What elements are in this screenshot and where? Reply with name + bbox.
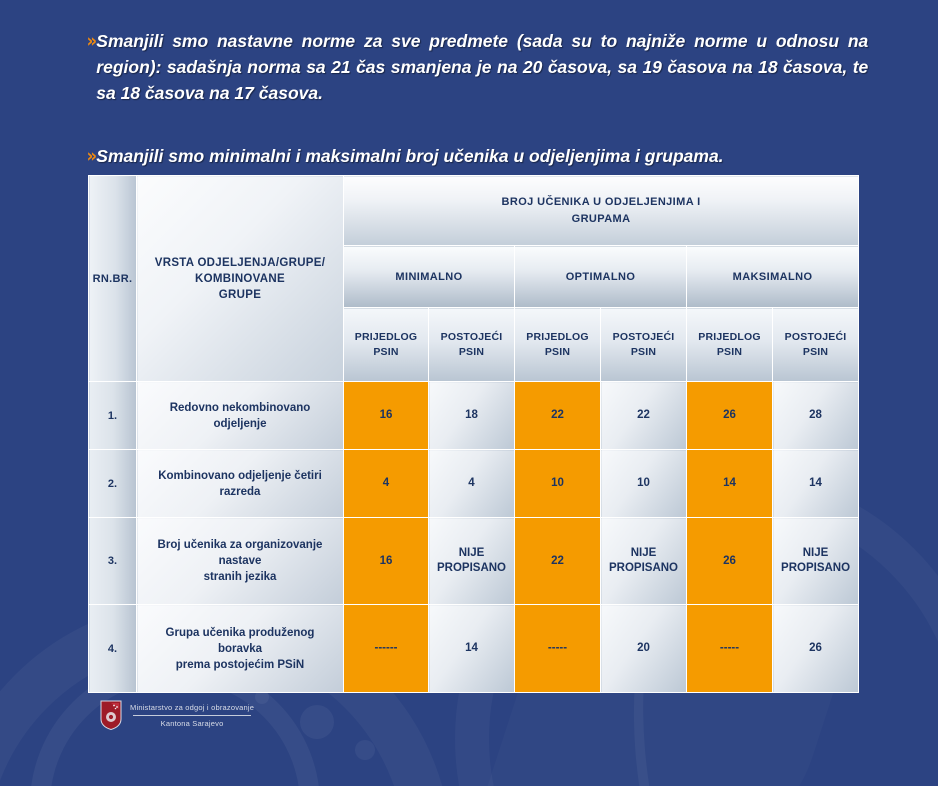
header-rn-br: RN.BR. (88, 175, 137, 382)
cell-opt-prijedlog: ----- (514, 604, 601, 693)
header-vrsta-line3: GRUPE (218, 288, 262, 301)
row-label-line: prema postojećim PSiN (175, 658, 305, 671)
row-label-line: razreda (219, 485, 261, 498)
cell-max-postojeci: 28 (771, 381, 860, 450)
cell-max-postojeci: NIJE PROPISANO (771, 517, 860, 605)
cell-max-prijedlog: 26 (686, 381, 773, 450)
bullet-item-1: » Smanjili smo nastavne norme za sve pre… (86, 28, 872, 106)
header-sub-line1: PRIJEDLOG (698, 330, 761, 343)
table: RN.BR. VRSTA ODJELJENJA/GRUPE/ KOMBINOVA… (88, 175, 860, 693)
row-label-line: nastave (218, 555, 262, 567)
header-sub-max-postojeci: POSTOJEĆI PSIN (771, 307, 860, 382)
bullet-text-1: Smanjili smo nastavne norme za sve predm… (96, 31, 869, 103)
cell-max-postojeci: 14 (771, 449, 860, 518)
cell-opt-prijedlog: 10 (514, 449, 601, 518)
cell-opt-prijedlog: 22 (514, 517, 601, 605)
cell-opt-postojeci: 20 (600, 604, 687, 693)
row-label: Grupa učenika produženog boravka prema p… (136, 604, 344, 693)
header-broj-ucenika-line1: BROJ UČENIKA U ODJELJENJIMA I (501, 195, 701, 208)
row-label-line: Kombinovano odjeljenje četiri (158, 469, 322, 482)
row-label-line: stranih jezika (203, 571, 277, 583)
header-sub-opt-prijedlog: PRIJEDLOG PSIN (514, 307, 601, 382)
row-number: 3. (88, 517, 137, 605)
cell-min-prijedlog: 16 (343, 381, 429, 450)
cell-opt-prijedlog: 22 (514, 381, 601, 450)
arrow-bullet-icon: » (86, 145, 98, 167)
row-label-line: boravka (217, 642, 263, 655)
table-row: 3. Broj učenika za organizovanje nastave… (88, 517, 860, 605)
cell-min-prijedlog: 4 (343, 449, 429, 518)
cell-min-postojeci: 14 (428, 604, 515, 693)
header-sub-line2: PSIN (802, 345, 829, 358)
ministry-name-line1: Ministarstvo za odgoj i obrazovanje (130, 702, 255, 712)
header-sub-opt-postojeci: POSTOJEĆI PSIN (600, 307, 687, 382)
cell-line: PROPISANO (608, 562, 678, 574)
header-group-maksimalno: MAKSIMALNO (685, 245, 860, 308)
row-number: 2. (88, 449, 137, 518)
header-vrsta-line1: VRSTA ODJELJENJA/GRUPE/ (154, 256, 326, 269)
cell-min-postojeci: NIJE PROPISANO (428, 517, 515, 605)
cell-line: PROPISANO (436, 562, 506, 574)
row-label: Kombinovano odjeljenje četiri razreda (136, 449, 344, 518)
header-group-minimalno: MINIMALNO (343, 245, 515, 308)
cell-line: NIJE (458, 547, 485, 559)
header-broj-ucenika-line2: GRUPAMA (571, 212, 631, 225)
header-sub-min-postojeci: POSTOJEĆI PSIN (428, 307, 515, 382)
row-label: Redovno nekombinovano odjeljenje (136, 381, 344, 450)
students-per-class-table: RN.BR. VRSTA ODJELJENJA/GRUPE/ KOMBINOVA… (88, 175, 860, 693)
cell-max-prijedlog: 26 (686, 517, 773, 605)
row-number: 1. (88, 381, 137, 450)
watermark-dot-icon (300, 705, 334, 739)
header-vrsta: VRSTA ODJELJENJA/GRUPE/ KOMBINOVANE GRUP… (136, 175, 344, 382)
header-sub-min-prijedlog: PRIJEDLOG PSIN (343, 307, 429, 382)
cell-min-postojeci: 18 (428, 381, 515, 450)
header-sub-line1: POSTOJEĆI (784, 330, 847, 343)
ministry-logo: Ministarstvo za odgoj i obrazovanje Kant… (100, 700, 254, 731)
cell-line: NIJE (802, 547, 829, 559)
bullet-item-2: » Smanjili smo minimalni i maksimalni br… (86, 143, 886, 169)
header-sub-line2: PSIN (716, 345, 743, 358)
header-group-optimalno: OPTIMALNO (514, 245, 687, 308)
cell-min-prijedlog: 16 (343, 517, 429, 605)
cell-opt-postojeci: 10 (600, 449, 687, 518)
header-sub-max-prijedlog: PRIJEDLOG PSIN (686, 307, 773, 382)
cell-max-postojeci: 26 (771, 604, 860, 693)
header-sub-line1: POSTOJEĆI (612, 330, 675, 343)
row-number: 4. (88, 604, 137, 693)
arrow-bullet-icon: » (86, 30, 98, 52)
header-sub-line2: PSIN (630, 345, 657, 358)
header-sub-line2: PSIN (544, 345, 571, 358)
watermark-dot-icon (355, 740, 375, 760)
header-sub-line1: PRIJEDLOG (354, 330, 418, 343)
cell-opt-postojeci: 22 (600, 381, 687, 450)
header-sub-line1: PRIJEDLOG (526, 330, 589, 343)
table-row: 1. Redovno nekombinovano odjeljenje 16 1… (88, 381, 860, 450)
ministry-logo-text: Ministarstvo za odgoj i obrazovanje Kant… (130, 703, 254, 728)
cell-min-prijedlog: ------ (343, 604, 429, 693)
cell-min-postojeci: 4 (428, 449, 515, 518)
cell-line: NIJE (630, 547, 657, 559)
cell-line: PROPISANO (781, 562, 851, 574)
ministry-name-line2: Kantona Sarajevo (160, 718, 224, 728)
table-row: 4. Grupa učenika produženog boravka prem… (88, 604, 860, 693)
row-label: Broj učenika za organizovanje nastave st… (136, 517, 344, 605)
cell-max-prijedlog: ----- (686, 604, 773, 693)
header-broj-ucenika: BROJ UČENIKA U ODJELJENJIMA I GRUPAMA (342, 175, 860, 246)
bullet-text-2: Smanjili smo minimalni i maksimalni broj… (96, 146, 724, 166)
row-label-line: Grupa učenika produženog (165, 626, 315, 639)
sarajevo-canton-crest-icon (100, 700, 122, 731)
table-row: 2. Kombinovano odjeljenje četiri razreda… (88, 449, 860, 518)
cell-max-prijedlog: 14 (686, 449, 773, 518)
row-label-line: Redovno nekombinovano (169, 401, 311, 414)
cell-opt-postojeci: NIJE PROPISANO (600, 517, 687, 605)
header-vrsta-line2: KOMBINOVANE (195, 272, 285, 285)
header-sub-line2: PSIN (458, 345, 485, 358)
header-sub-line2: PSIN (373, 345, 399, 358)
row-label-line: Broj učenika za organizovanje (157, 539, 323, 551)
header-sub-line1: POSTOJEĆI (440, 330, 503, 343)
logo-divider (133, 714, 252, 716)
row-label-line: odjeljenje (213, 417, 267, 430)
